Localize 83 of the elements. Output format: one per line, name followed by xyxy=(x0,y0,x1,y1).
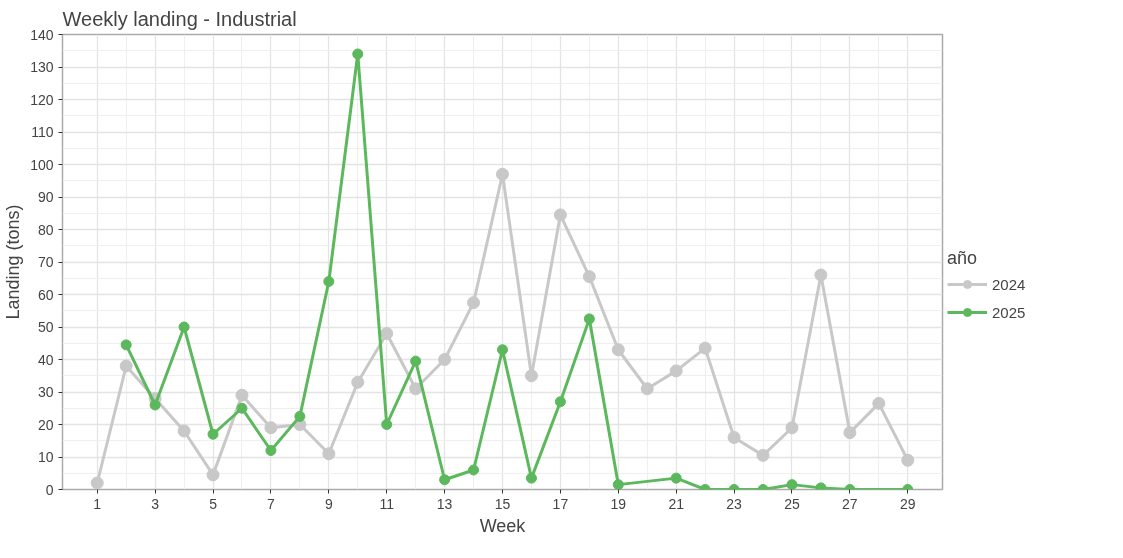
point xyxy=(843,426,857,440)
y-tick-label: 80 xyxy=(37,221,54,238)
y-tick-label: 130 xyxy=(30,59,54,75)
x-tick-label: 13 xyxy=(436,495,453,512)
x-tick-label: 7 xyxy=(267,495,276,512)
point xyxy=(322,447,336,461)
y-tick-label: 20 xyxy=(37,416,54,433)
point xyxy=(582,270,596,284)
point xyxy=(467,296,481,310)
x-tick-label: 17 xyxy=(552,495,569,512)
point xyxy=(264,421,278,435)
point xyxy=(90,476,104,490)
point xyxy=(611,343,625,357)
x-tick-label: 5 xyxy=(209,495,218,512)
point xyxy=(814,268,828,282)
point xyxy=(381,419,393,430)
point xyxy=(265,445,277,456)
point xyxy=(698,341,712,355)
x-tick-label: 25 xyxy=(784,495,800,512)
point xyxy=(497,344,508,356)
point xyxy=(525,472,537,484)
x-tick-label: 1 xyxy=(93,495,102,512)
point xyxy=(120,339,132,351)
y-tick-label: 30 xyxy=(37,384,54,400)
point xyxy=(409,382,423,396)
point xyxy=(785,421,799,435)
x-tick-label: 29 xyxy=(899,495,916,512)
point xyxy=(727,431,741,444)
point xyxy=(468,464,480,476)
point xyxy=(872,396,886,410)
point xyxy=(786,479,798,490)
point xyxy=(119,359,133,373)
y-tick-label: 0 xyxy=(45,481,54,498)
point xyxy=(496,167,509,181)
y-tick-label: 10 xyxy=(37,449,54,465)
x-tick-label: 11 xyxy=(379,495,395,512)
y-tick-label: 120 xyxy=(30,91,54,108)
point xyxy=(380,327,394,340)
x-tick-label: 19 xyxy=(610,495,627,512)
legend-label: 2025 xyxy=(992,303,1026,321)
point xyxy=(554,396,566,408)
x-axis-title: Week xyxy=(479,515,527,536)
y-tick-label: 90 xyxy=(37,189,54,205)
point xyxy=(178,321,190,333)
y-tick-label: 40 xyxy=(37,351,54,368)
point xyxy=(207,428,219,440)
x-tick-label: 27 xyxy=(842,495,858,512)
point xyxy=(901,453,915,467)
y-tick-label: 70 xyxy=(37,254,54,270)
point xyxy=(410,355,422,367)
point xyxy=(177,424,191,438)
point xyxy=(149,399,161,411)
point xyxy=(294,410,306,422)
point xyxy=(524,369,538,383)
point xyxy=(670,472,682,484)
y-tick-label: 50 xyxy=(37,319,54,335)
x-tick-label: 21 xyxy=(668,495,685,512)
point xyxy=(352,48,364,60)
point xyxy=(323,276,335,287)
legend-label: 2024 xyxy=(992,275,1026,293)
point xyxy=(640,382,654,396)
point xyxy=(553,208,567,222)
point xyxy=(669,364,683,378)
point xyxy=(612,479,624,490)
point xyxy=(583,313,595,325)
y-tick-label: 140 xyxy=(30,26,54,43)
legend-title: año xyxy=(947,248,979,269)
point xyxy=(235,388,249,402)
y-axis-title: Landing (tons) xyxy=(3,204,24,320)
y-tick-label: 110 xyxy=(31,124,54,140)
point xyxy=(756,448,770,462)
point xyxy=(236,402,248,414)
point xyxy=(439,474,451,486)
y-tick-label: 100 xyxy=(30,156,54,173)
x-tick-label: 3 xyxy=(151,495,160,512)
x-tick-label: 9 xyxy=(324,495,333,512)
y-tick-label: 60 xyxy=(37,286,54,303)
point xyxy=(351,375,365,389)
point xyxy=(206,468,220,482)
chart-title: Weekly landing - Industrial xyxy=(62,7,297,30)
point xyxy=(438,353,452,366)
x-tick-label: 23 xyxy=(726,495,743,512)
x-tick-label: 15 xyxy=(494,495,511,512)
